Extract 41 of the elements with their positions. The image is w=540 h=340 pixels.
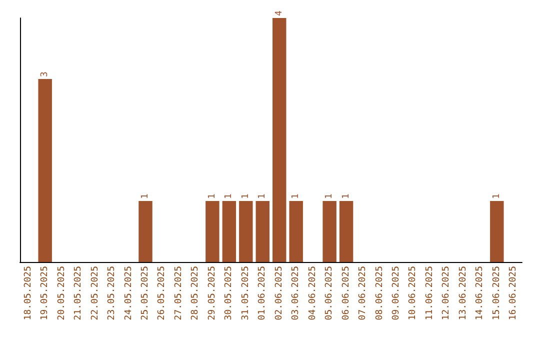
- x-tick-label: 18.05.2025: [23, 266, 34, 320]
- x-tick-label: 13.06.2025: [458, 266, 468, 320]
- data-label: 1: [258, 194, 268, 199]
- x-tick-label: 01.06.2025: [258, 266, 268, 320]
- x-tick-label: 19.05.2025: [40, 266, 50, 320]
- x-tick-label: 11.06.2025: [424, 266, 435, 320]
- x-tick-label: 29.05.2025: [207, 266, 218, 320]
- x-tick-label: 16.06.2025: [508, 266, 519, 320]
- x-tick-label: 04.06.2025: [308, 266, 318, 320]
- x-tick-label: 21.05.2025: [74, 266, 84, 320]
- data-label: 1: [324, 194, 335, 199]
- x-tick-label: 25.05.2025: [140, 266, 150, 320]
- data-label: 4: [274, 10, 284, 16]
- x-tick-label: 22.05.2025: [90, 266, 100, 320]
- x-tick-label: 26.05.2025: [157, 266, 168, 320]
- data-label: 1: [341, 194, 352, 199]
- data-label: 1: [224, 194, 234, 199]
- x-tick-label: 02.06.2025: [274, 266, 284, 320]
- x-tick-label: 28.05.2025: [190, 266, 201, 320]
- x-tick-label: 08.06.2025: [374, 266, 385, 320]
- data-label: 1: [240, 194, 251, 199]
- x-tick-label: 20.05.2025: [56, 266, 67, 320]
- data-label: 1: [140, 194, 150, 199]
- x-tick-label: 03.06.2025: [291, 266, 302, 320]
- data-label: 3: [40, 72, 50, 77]
- data-label: 1: [492, 194, 502, 199]
- data-label: 1: [291, 194, 302, 199]
- x-tick-label: 31.05.2025: [240, 266, 251, 320]
- x-tick-label: 10.06.2025: [408, 266, 418, 320]
- x-tick-label: 07.06.2025: [358, 266, 368, 320]
- x-tick-label: 05.06.2025: [324, 266, 335, 320]
- x-tick-label: 09.06.2025: [392, 266, 402, 320]
- x-tick-label: 15.06.2025: [492, 266, 502, 320]
- x-tick-label: 23.05.2025: [107, 266, 118, 320]
- x-tick-label: 30.05.2025: [224, 266, 234, 320]
- x-tick-label: 24.05.2025: [124, 266, 134, 320]
- x-tick-label: 27.05.2025: [174, 266, 184, 320]
- data-label: 1: [207, 194, 218, 199]
- x-tick-label: 06.06.2025: [341, 266, 352, 320]
- x-tick-label: 14.06.2025: [475, 266, 486, 320]
- x-tick-label: 12.06.2025: [442, 266, 452, 320]
